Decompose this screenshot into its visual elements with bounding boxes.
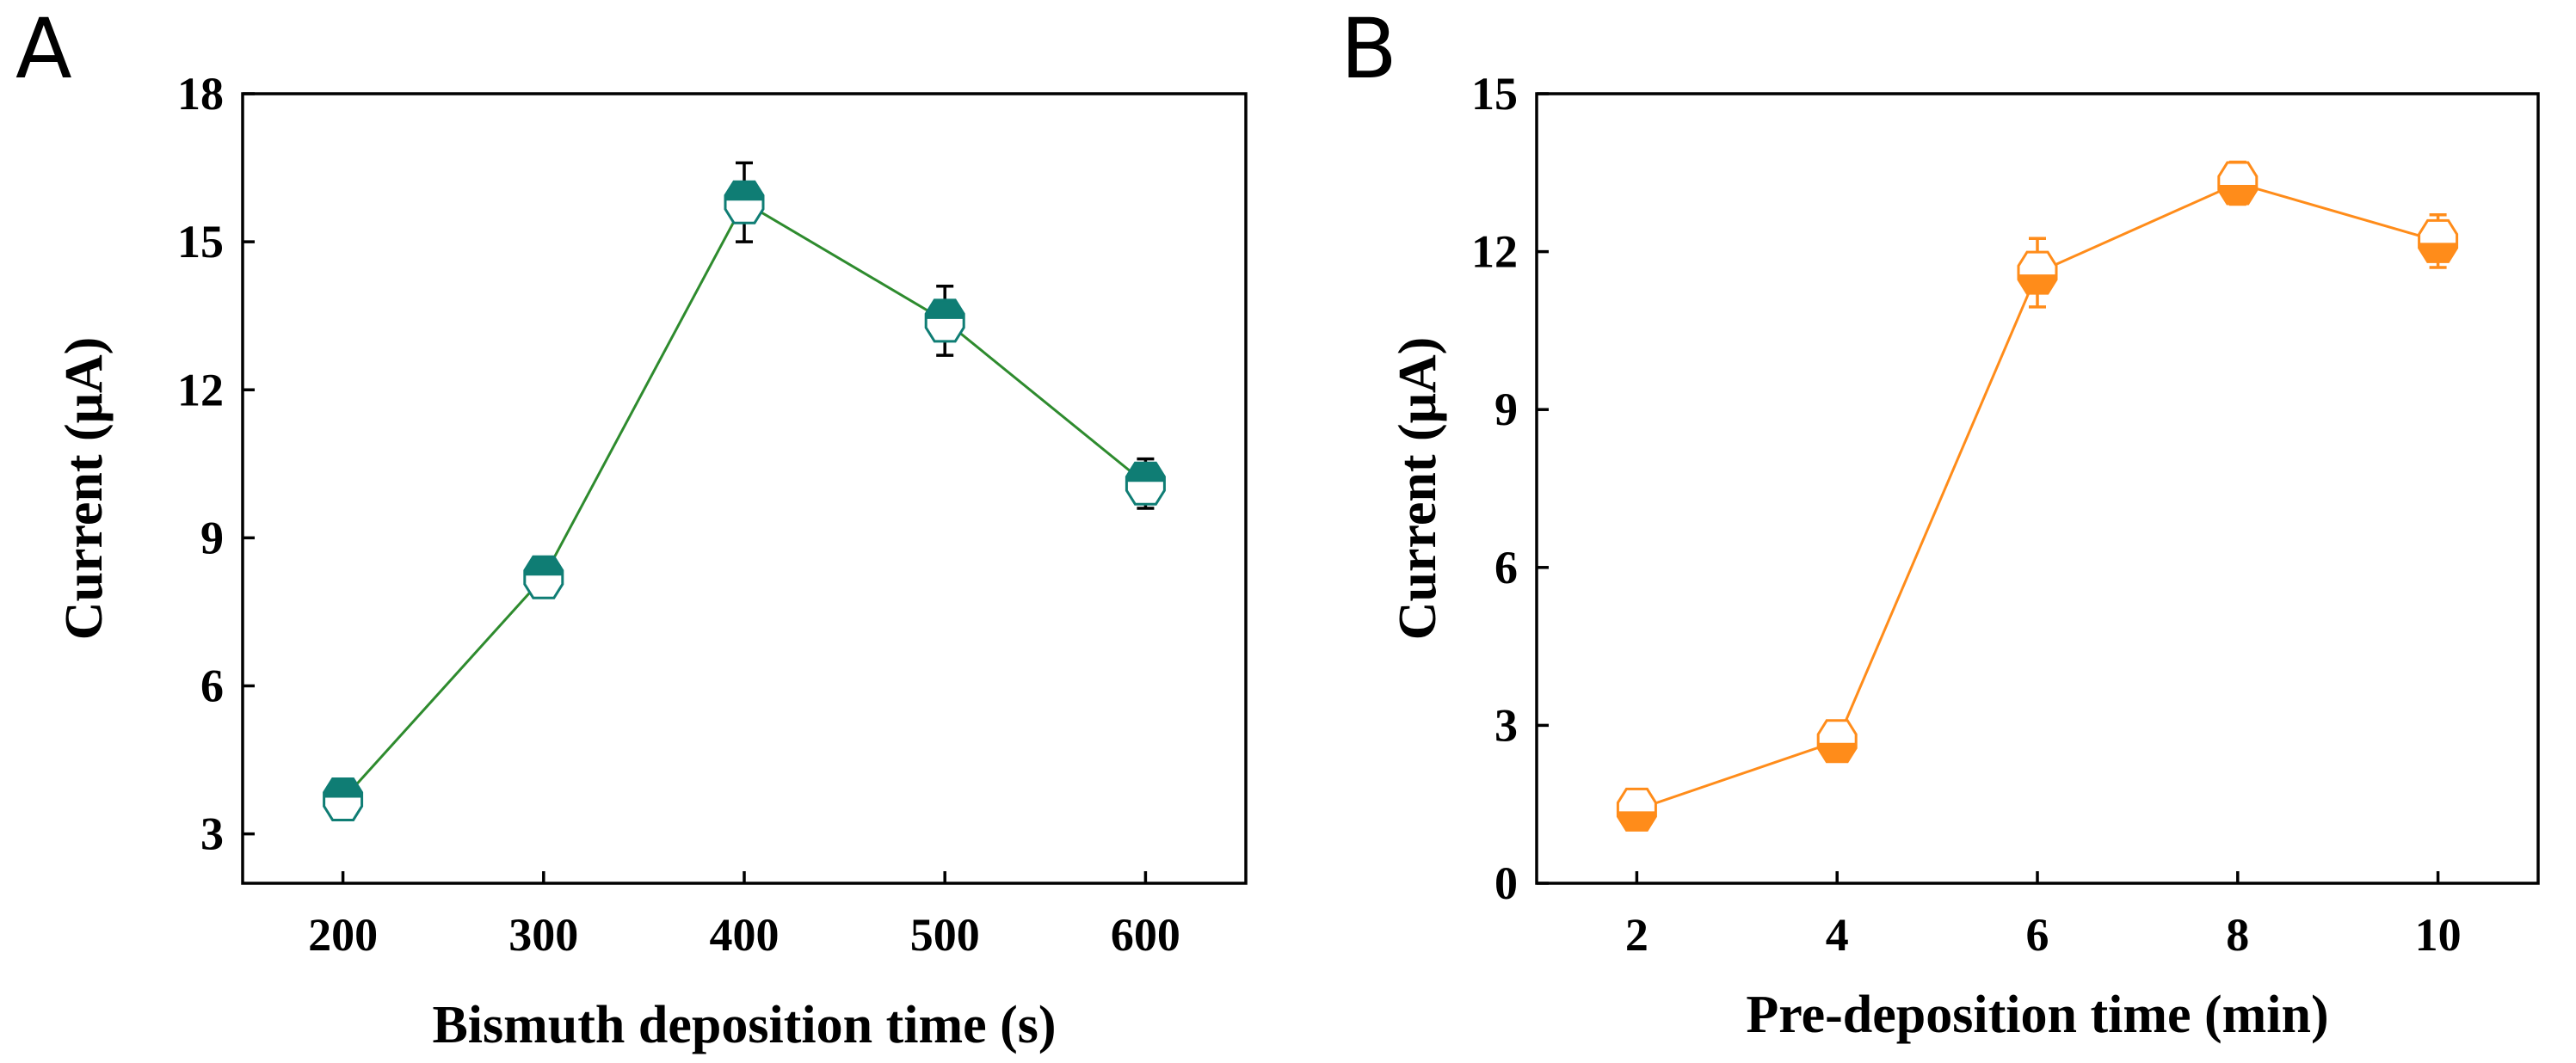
- x-tick-label: 200: [308, 909, 378, 961]
- y-ticks-a: 3 6 9 12 15 18: [177, 68, 255, 860]
- panel-a: A 3 6 9 12 15 18 200 300 400 500 600 Bismuth depo…: [15, 1, 1248, 1054]
- data-point: [2418, 218, 2459, 263]
- x-ticks-b: 2 4 6 8 10: [1625, 871, 2462, 961]
- x-tick-label: 2: [1625, 909, 1649, 961]
- y-axis-title-b: Current (μA): [1389, 337, 1447, 641]
- x-tick-label: 8: [2226, 909, 2249, 961]
- x-tick-label: 400: [710, 909, 780, 961]
- x-tick-label: 300: [508, 909, 578, 961]
- y-tick-label: 0: [1494, 857, 1518, 909]
- data-point: [1125, 461, 1166, 506]
- y-ticks-b: 0 3 6 9 12 15: [1471, 68, 1549, 909]
- y-tick-label: 6: [200, 661, 224, 712]
- x-tick-label: 600: [1111, 909, 1180, 961]
- y-tick-label: 3: [1494, 699, 1518, 751]
- x-axis-title-b: Pre-deposition time (min): [1746, 986, 2328, 1044]
- data-point: [323, 777, 364, 821]
- x-tick-label: 4: [1826, 909, 1849, 961]
- panel-b: B 0 3 6 9 12 15 2 4 6 8 10 Pre-deposition time (m…: [1340, 1, 2540, 1044]
- series-b: [1616, 160, 2459, 832]
- data-point: [2217, 161, 2259, 206]
- y-tick-label: 15: [1471, 68, 1518, 120]
- data-point: [724, 180, 765, 224]
- data-point: [2017, 250, 2058, 295]
- data-point: [1616, 787, 1657, 832]
- y-tick-label: 9: [1494, 384, 1518, 435]
- y-tick-label: 6: [1494, 542, 1518, 593]
- y-tick-label: 12: [1471, 226, 1518, 278]
- y-tick-label: 3: [200, 808, 224, 860]
- x-tick-label: 10: [2415, 909, 2462, 961]
- x-axis-title-a: Bismuth deposition time (s): [432, 996, 1056, 1054]
- series-a: [323, 161, 1166, 821]
- y-axis-title-a: Current (μA): [55, 337, 114, 641]
- data-point: [1816, 719, 1858, 764]
- x-ticks-a: 200 300 400 500 600: [308, 871, 1180, 961]
- y-tick-label: 15: [177, 216, 224, 267]
- x-tick-label: 500: [910, 909, 980, 961]
- data-point: [924, 298, 965, 343]
- panel-letter-b: B: [1340, 1, 1397, 97]
- y-tick-label: 12: [177, 364, 224, 415]
- panel-letter-a: A: [15, 1, 72, 97]
- data-point: [523, 555, 564, 599]
- y-tick-label: 9: [200, 512, 224, 563]
- y-tick-label: 18: [177, 68, 224, 120]
- x-tick-label: 6: [2026, 909, 2049, 961]
